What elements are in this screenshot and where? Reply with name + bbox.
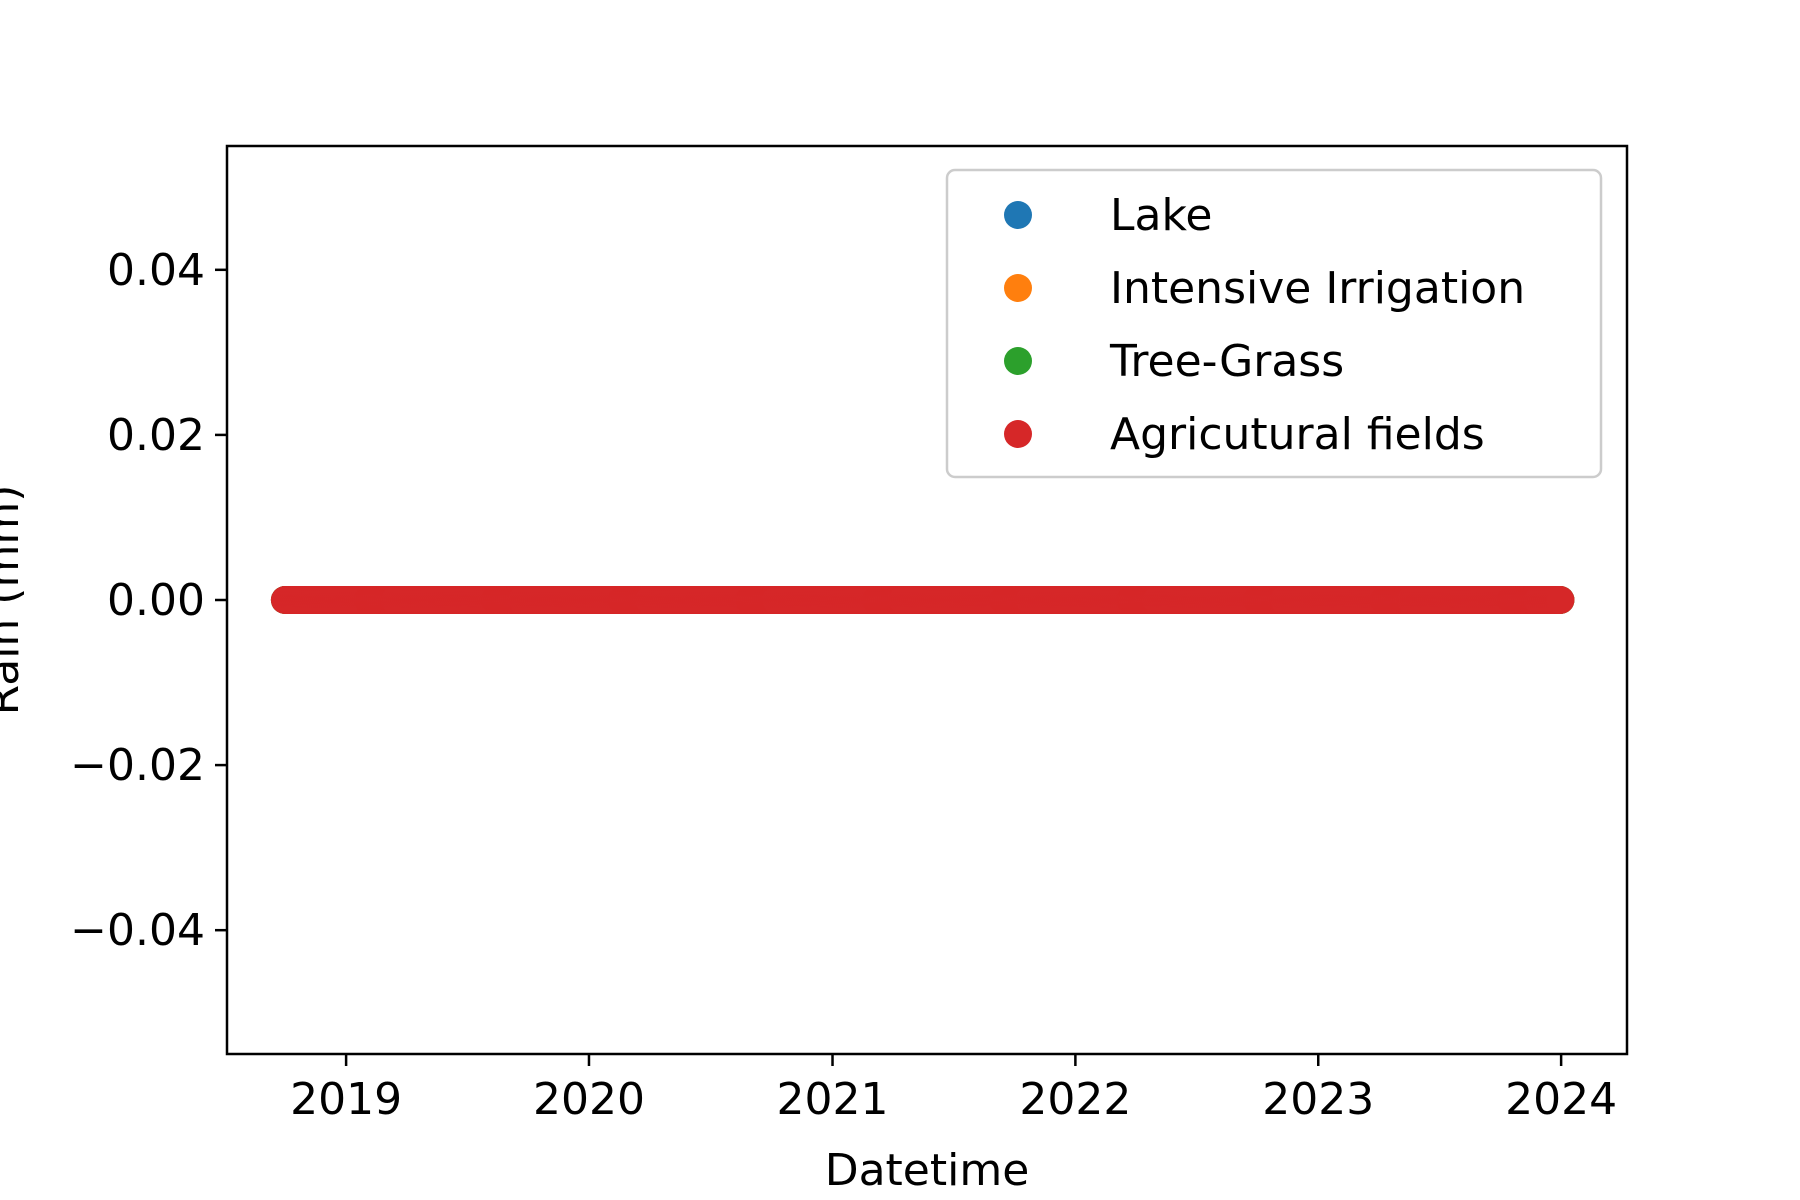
points-layer bbox=[270, 586, 1575, 614]
